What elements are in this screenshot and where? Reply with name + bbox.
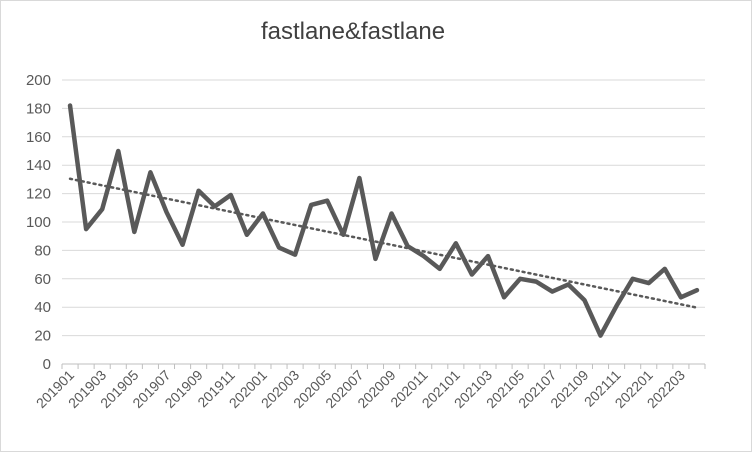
data-point (278, 246, 281, 249)
series-layer (67, 103, 700, 338)
y-tick-label: 40 (34, 299, 51, 316)
data-point (261, 212, 264, 215)
series-line (67, 103, 700, 338)
y-tick-label: 80 (34, 242, 51, 259)
data-point (310, 203, 313, 206)
data-point (406, 245, 409, 248)
data-point (181, 243, 184, 246)
data-point (342, 233, 345, 236)
y-tick-label: 200 (26, 72, 51, 89)
data-point (438, 267, 441, 270)
data-point (69, 104, 72, 107)
data-point (101, 208, 104, 211)
data-point (647, 282, 650, 285)
data-point (551, 290, 554, 293)
data-point (133, 230, 136, 233)
data-point (535, 280, 538, 283)
trendline (68, 177, 699, 309)
data-point (390, 212, 393, 215)
data-point (663, 267, 666, 270)
y-tick-label: 20 (34, 328, 51, 345)
y-tick-label: 120 (26, 186, 51, 203)
data-point (197, 189, 200, 192)
data-point (519, 277, 522, 280)
data-point (117, 150, 120, 152)
trendline-layer (68, 177, 699, 309)
data-point (631, 277, 634, 280)
data-point (229, 194, 232, 197)
data-point (695, 289, 698, 292)
y-tick-label: 140 (26, 157, 51, 174)
data-point (326, 199, 329, 202)
chart-title: fastlane&fastlane (260, 18, 446, 45)
y-tick-label: 160 (26, 129, 51, 146)
data-point (245, 233, 248, 236)
y-tick-label: 180 (26, 100, 51, 117)
data-point (358, 176, 361, 179)
data-point (213, 205, 216, 208)
data-point (374, 257, 377, 260)
gridlines (61, 79, 706, 369)
data-point (85, 228, 88, 231)
data-point (567, 283, 570, 286)
data-point (679, 296, 682, 299)
data-point (422, 255, 425, 258)
y-tick-label: 0 (43, 356, 51, 373)
data-point (503, 296, 506, 299)
data-point (149, 171, 152, 174)
data-point (470, 273, 473, 276)
data-point (454, 242, 457, 245)
y-axis-tick-labels: 0 20 40 60 80 100 120 140 160 180 200 (26, 72, 51, 373)
data-point (165, 211, 168, 214)
data-point (294, 253, 297, 256)
x-axis-tick-labels: 2019012019032019052019072019092019112020… (33, 367, 688, 411)
data-point (615, 304, 618, 307)
data-point (599, 334, 602, 337)
data-point (486, 255, 489, 258)
data-point (583, 299, 586, 302)
y-tick-label: 100 (26, 214, 51, 231)
y-tick-label: 60 (34, 271, 51, 288)
